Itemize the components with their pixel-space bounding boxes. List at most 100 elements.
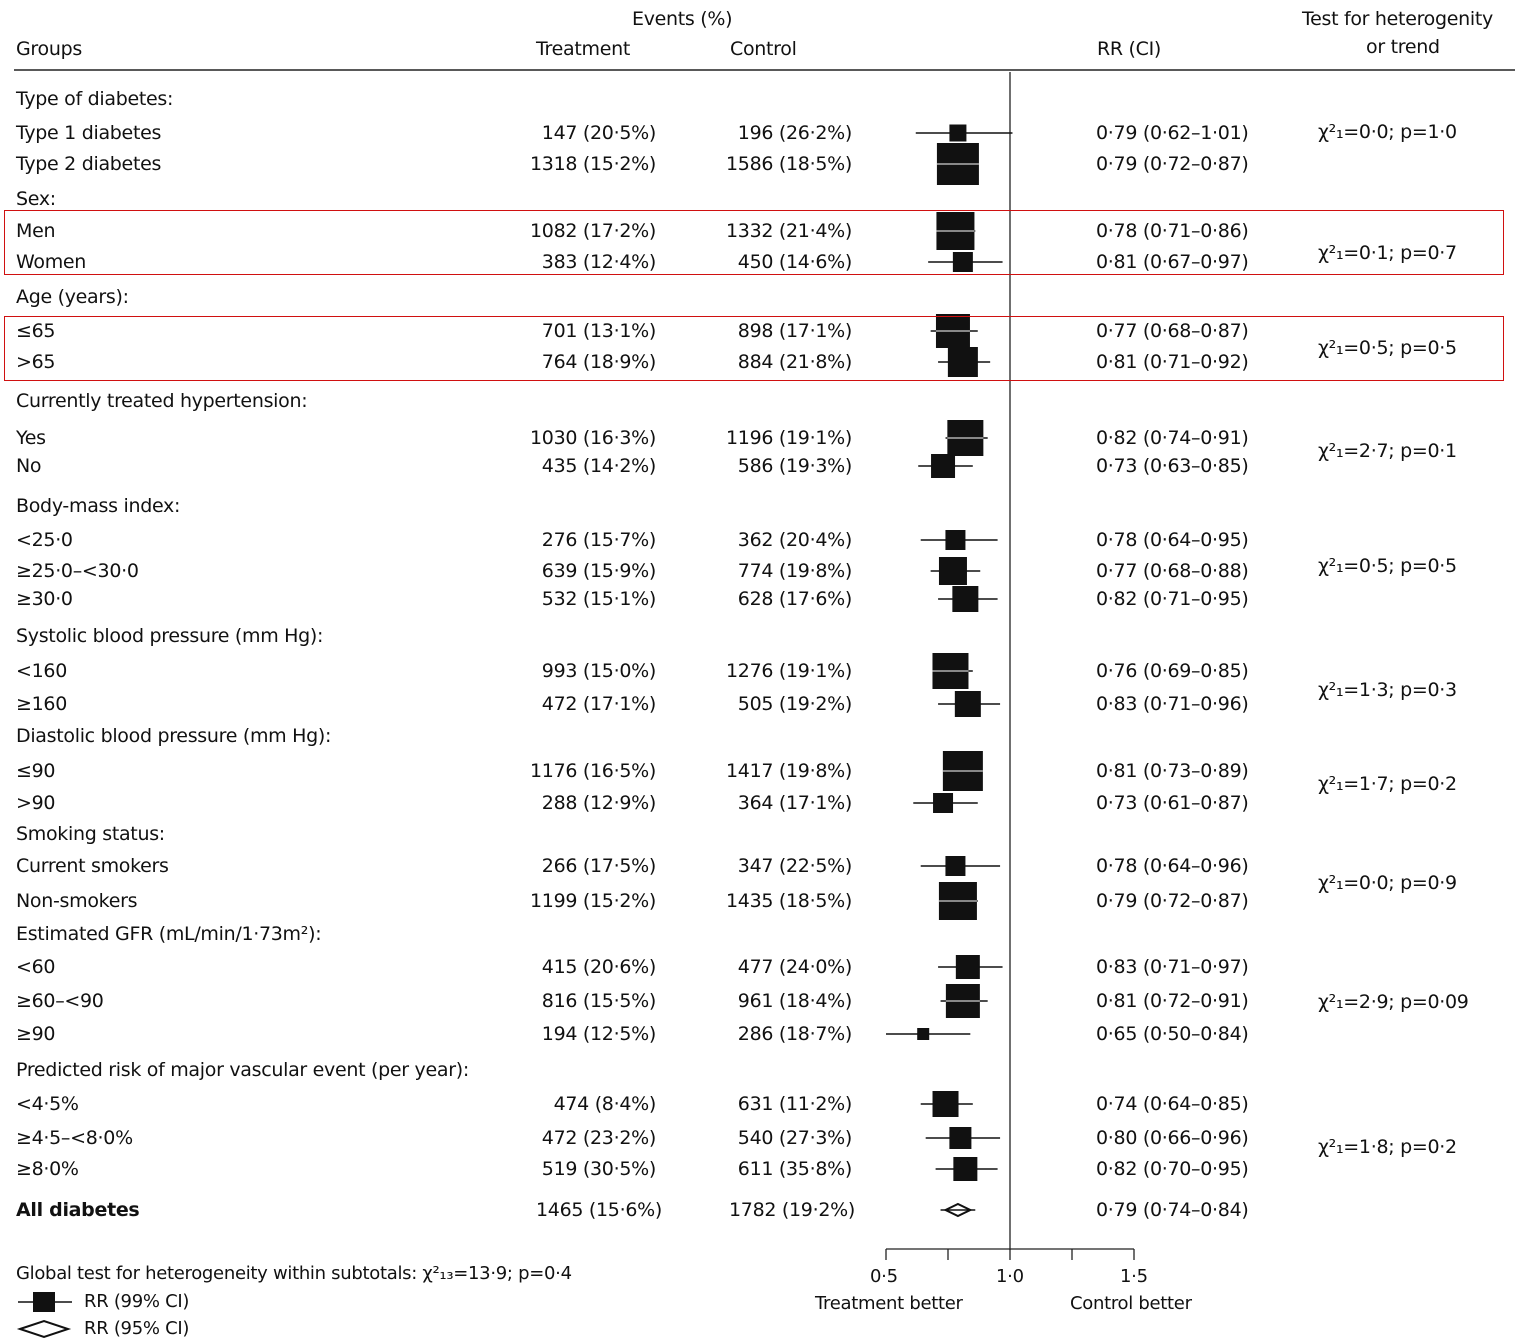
legend-diamond-icon (16, 1319, 72, 1339)
section-title: Type of diabetes: (16, 88, 174, 110)
overall-control-events: 1782 (19·2%) (729, 1199, 855, 1221)
control-events: 586 (19·3%) (737, 455, 853, 477)
control-events: 884 (21·8%) (737, 351, 853, 373)
rr-square (954, 691, 981, 717)
header-groups: Groups (16, 38, 82, 60)
treatment-events: 435 (14·2%) (541, 455, 657, 477)
row-label: ≥25·0–<30·0 (16, 560, 139, 582)
rr-ci-text: 0·76 (0·69–0·85) (1096, 660, 1249, 682)
heterogeneity-test: χ²₁=1·3; p=0·3 (1318, 679, 1457, 701)
treatment-events: 276 (15·7%) (541, 529, 657, 551)
overall-treatment-events: 1465 (15·6%) (536, 1199, 662, 1221)
row-label: No (16, 455, 42, 477)
x-tick-label-1-5: 1·5 (1120, 1266, 1148, 1287)
row-label: <4·5% (16, 1093, 79, 1115)
control-events: 540 (27·3%) (737, 1127, 853, 1149)
control-events: 1196 (19·1%) (726, 427, 852, 449)
rr-square (945, 530, 966, 550)
treatment-events: 816 (15·5%) (541, 990, 657, 1012)
row-label: ≥160 (16, 693, 67, 715)
treatment-events: 701 (13·1%) (541, 320, 657, 342)
treatment-events: 1318 (15·2%) (530, 153, 656, 175)
x-tick-label-0-5: 0·5 (870, 1266, 898, 1287)
control-events: 631 (11·2%) (737, 1093, 853, 1115)
treatment-events: 472 (23·2%) (541, 1127, 657, 1149)
control-events: 1586 (18·5%) (726, 153, 852, 175)
control-events: 1417 (19·8%) (726, 760, 852, 782)
row-label: ≥90 (16, 1023, 56, 1045)
rr-square (949, 1127, 972, 1149)
treatment-events: 1176 (16·5%) (530, 760, 656, 782)
rr-square (931, 454, 956, 478)
header-control: Control (730, 38, 797, 60)
heterogeneity-test: χ²₁=0·5; p=0·5 (1318, 337, 1457, 359)
rr-ci-text: 0·78 (0·64–0·95) (1096, 529, 1249, 551)
heterogeneity-test: χ²₁=2·9; p=0·09 (1318, 991, 1469, 1013)
rr-ci-text: 0·83 (0·71–0·96) (1096, 693, 1249, 715)
control-events: 898 (17·1%) (737, 320, 853, 342)
control-events: 1435 (18·5%) (726, 890, 852, 912)
row-label: <160 (16, 660, 67, 682)
treatment-events: 472 (17·1%) (541, 693, 657, 715)
rr-ci-text: 0·81 (0·72–0·91) (1096, 990, 1249, 1012)
treatment-events: 532 (15·1%) (541, 588, 657, 610)
legend-square-icon (33, 1292, 55, 1312)
treatment-events: 474 (8·4%) (553, 1093, 657, 1115)
treatment-events: 764 (18·9%) (541, 351, 657, 373)
row-label: Type 2 diabetes (16, 153, 162, 175)
rr-ci-text: 0·81 (0·73–0·89) (1096, 760, 1249, 782)
control-events: 364 (17·1%) (737, 792, 853, 814)
rr-ci-text: 0·78 (0·71–0·86) (1096, 220, 1249, 242)
rr-square (955, 955, 980, 979)
header-treatment: Treatment (536, 38, 630, 60)
rr-square (953, 1157, 978, 1181)
control-events: 477 (24·0%) (737, 956, 853, 978)
row-label: ≥60–<90 (16, 990, 104, 1012)
treatment-events: 1082 (17·2%) (530, 220, 656, 242)
rr-ci-text: 0·77 (0·68–0·87) (1096, 320, 1249, 342)
legend-diamond-label: RR (95% CI) (84, 1318, 190, 1339)
legend-square-label: RR (99% CI) (84, 1291, 190, 1312)
section-title: Currently treated hypertension: (16, 390, 308, 412)
section-title: Body-mass index: (16, 495, 181, 517)
row-label: Current smokers (16, 855, 169, 877)
treatment-events: 1030 (16·3%) (530, 427, 656, 449)
rr-ci-text: 0·81 (0·67–0·97) (1096, 251, 1249, 273)
overall-label: All diabetes (16, 1199, 140, 1221)
row-label: ≥8·0% (16, 1158, 79, 1180)
rr-square (949, 124, 967, 142)
header-rr-ci: RR (CI) (1097, 38, 1162, 60)
row-label: Women (16, 251, 87, 273)
section-title: Sex: (16, 188, 56, 210)
treatment-events: 147 (20·5%) (541, 122, 657, 144)
rr-ci-text: 0·82 (0·74–0·91) (1096, 427, 1249, 449)
heterogeneity-test: χ²₁=0·1; p=0·7 (1318, 242, 1457, 264)
rr-ci-text: 0·82 (0·70–0·95) (1096, 1158, 1249, 1180)
section-title: Smoking status: (16, 823, 165, 845)
treatment-events: 993 (15·0%) (541, 660, 657, 682)
treatment-events: 194 (12·5%) (541, 1023, 657, 1045)
rr-square (947, 347, 978, 377)
header-trend: or trend (1366, 36, 1440, 58)
control-events: 362 (20·4%) (737, 529, 853, 551)
control-events: 1276 (19·1%) (726, 660, 852, 682)
rr-ci-text: 0·80 (0·66–0·96) (1096, 1127, 1249, 1149)
row-label: ≤65 (16, 320, 56, 342)
control-events: 1332 (21·4%) (726, 220, 852, 242)
control-events: 196 (26·2%) (737, 122, 853, 144)
header-events: Events (%) (632, 8, 733, 30)
row-label: ≥4·5–<8·0% (16, 1127, 133, 1149)
global-heterogeneity-test: Global test for heterogeneity within sub… (16, 1263, 572, 1284)
control-events: 505 (19·2%) (737, 693, 853, 715)
treatment-events: 383 (12·4%) (541, 251, 657, 273)
rr-square (952, 252, 973, 272)
treatment-events: 415 (20·6%) (541, 956, 657, 978)
control-events: 628 (17·6%) (737, 588, 853, 610)
rr-ci-text: 0·79 (0·62–1·01) (1096, 122, 1249, 144)
heterogeneity-test: χ²₁=0·5; p=0·5 (1318, 555, 1457, 577)
control-events: 347 (22·5%) (737, 855, 853, 877)
section-title: Age (years): (16, 286, 129, 308)
rr-square (932, 1091, 959, 1117)
